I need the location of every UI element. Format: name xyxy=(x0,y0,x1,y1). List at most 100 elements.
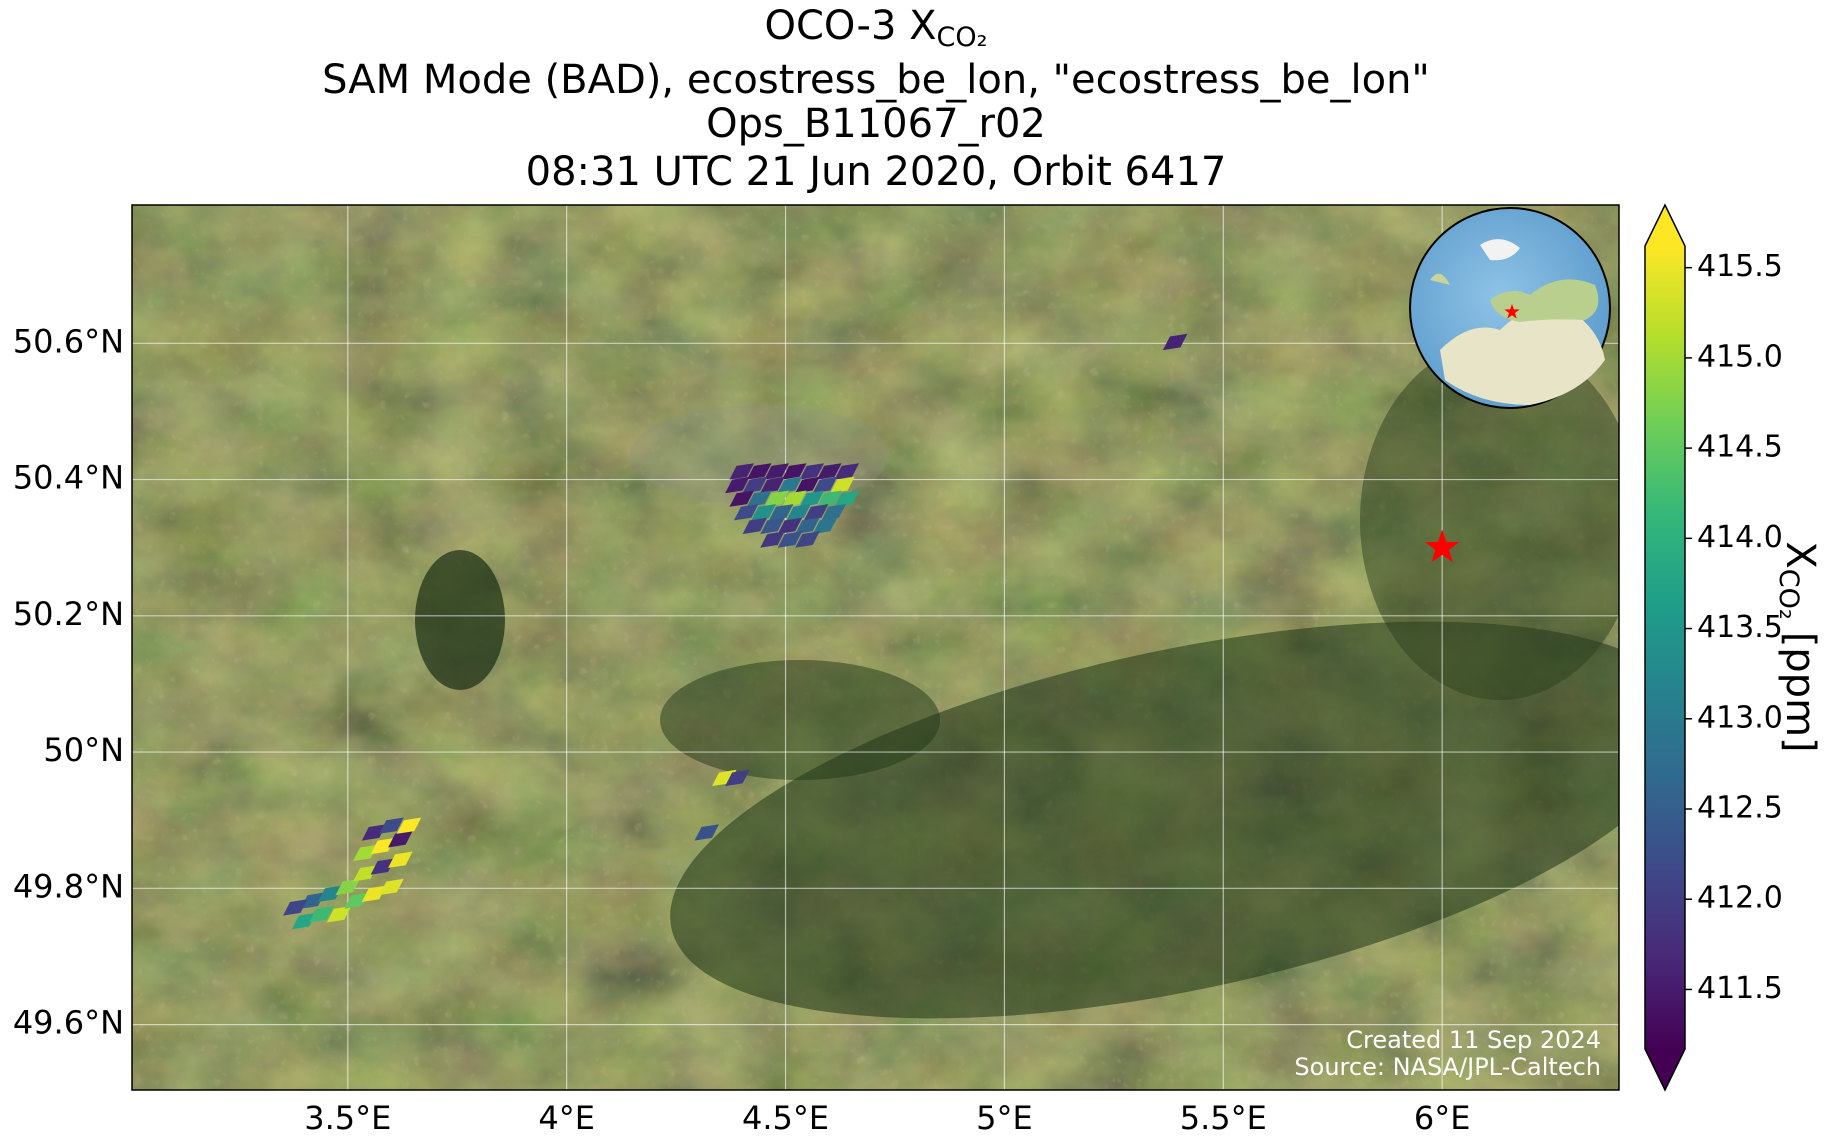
credit: Source: NASA/JPL-Caltech xyxy=(1294,1053,1601,1081)
sounding-cell xyxy=(712,769,737,787)
sounding-cell xyxy=(729,490,754,507)
sounding-cell xyxy=(725,476,750,494)
sounding-cell xyxy=(751,504,776,521)
colorbar-label-sub: CO₂ xyxy=(1774,569,1805,620)
sounding-cell xyxy=(795,517,820,535)
sounding-cell xyxy=(318,885,343,902)
sounding-cell xyxy=(353,844,378,862)
sounding-cell xyxy=(817,463,842,480)
sounding-cell xyxy=(760,476,785,494)
colorbar-label: XCO₂ [ppm] xyxy=(1774,541,1824,752)
colorbar-label-main: X xyxy=(1777,541,1823,568)
sounding-cell xyxy=(795,531,820,548)
sounding-cell xyxy=(799,463,825,480)
sounding-cell xyxy=(760,517,785,535)
sounding-cell xyxy=(777,531,803,548)
subtitle: Ops_B11067_r02 xyxy=(706,101,1046,147)
sounding-cell xyxy=(396,817,422,834)
sounding-cell xyxy=(747,463,772,480)
chart-title: OCO-3 XCO₂ xyxy=(765,3,988,53)
y-tick-label: 50.4°N xyxy=(13,459,124,497)
subtitle: 08:31 UTC 21 Jun 2020, Orbit 6417 xyxy=(526,149,1227,195)
sounding-cell xyxy=(760,531,785,548)
figure-text: OCO-3 XCO₂ SAM Mode (BAD), ecostress_be_… xyxy=(13,3,1823,1137)
map-frame xyxy=(131,204,1620,1091)
colorbar-tick-label: 412.5 xyxy=(1697,791,1783,826)
colorbar-extend-min xyxy=(1645,1049,1685,1090)
colorbar-label-unit: [ppm] xyxy=(1777,632,1823,753)
sounding-cell xyxy=(388,851,413,868)
sounding-cell xyxy=(361,824,387,841)
sounding-cell xyxy=(370,837,396,855)
sounding-cell xyxy=(291,912,317,930)
sounding-cell xyxy=(388,831,413,848)
x-tick-label: 4°E xyxy=(538,1099,595,1137)
title-sub: CO₂ xyxy=(937,22,988,53)
colorbar-body xyxy=(1645,246,1685,1049)
basemap xyxy=(132,205,1619,1090)
sounding-cell xyxy=(694,824,719,841)
x-tick-label: 3.5°E xyxy=(304,1099,391,1137)
sounding-cell xyxy=(812,476,838,494)
y-tick-label: 49.8°N xyxy=(13,867,124,905)
x-tick-label: 4.5°E xyxy=(742,1099,829,1137)
sounding-cell xyxy=(821,504,846,521)
sounding-cell xyxy=(812,517,838,535)
sounding-cell xyxy=(830,476,855,494)
globe-inset xyxy=(1409,207,1611,409)
sounding-cell xyxy=(768,504,794,521)
y-tick-label: 50.2°N xyxy=(13,595,124,633)
y-tick-label: 50.6°N xyxy=(13,322,124,360)
sounding-cell xyxy=(799,490,825,507)
sounding-cell xyxy=(326,906,352,923)
colorbar-tick-label: 415.0 xyxy=(1697,339,1783,374)
sounding-cell xyxy=(782,490,807,507)
sounding-cell xyxy=(747,490,772,507)
colorbar-tick-label: 413.5 xyxy=(1697,610,1783,645)
sounding-cell xyxy=(834,463,860,480)
colorbar-tick-label: 414.0 xyxy=(1697,520,1783,555)
colorbar-outline xyxy=(1644,203,1686,1092)
sounding-cell xyxy=(777,476,803,494)
sounding-cell xyxy=(764,463,789,480)
sounding-cell xyxy=(817,490,842,507)
x-tick-label: 5.5°E xyxy=(1180,1099,1267,1137)
soundings xyxy=(283,333,1188,930)
sounding-cell xyxy=(335,878,361,896)
sounding-cell xyxy=(834,490,860,507)
sounding-cell xyxy=(370,858,396,875)
sounding-cell xyxy=(353,865,378,882)
sounding-cell xyxy=(764,490,789,507)
y-tick-label: 49.6°N xyxy=(13,1004,124,1042)
subtitle: SAM Mode (BAD), ecostress_be_lon, "ecost… xyxy=(322,57,1430,103)
sounding-cell xyxy=(742,476,768,494)
sounding-cell xyxy=(777,517,803,535)
sounding-cell xyxy=(379,817,404,834)
title-main: OCO-3 X xyxy=(765,3,937,49)
sounding-cell xyxy=(742,517,768,535)
sounding-cell xyxy=(729,463,754,480)
sounding-cell xyxy=(795,476,820,494)
sounding-cell xyxy=(361,885,387,902)
target-star xyxy=(1425,529,1460,563)
sounding-cell xyxy=(725,769,750,787)
sounding-cell xyxy=(379,878,404,896)
sounding-cell xyxy=(300,892,325,909)
sounding-cell xyxy=(786,504,811,521)
y-tick-label: 50°N xyxy=(43,731,124,769)
x-tick-label: 6°E xyxy=(1414,1099,1471,1137)
sounding-cell xyxy=(782,463,807,480)
sounding-cell xyxy=(803,504,829,521)
x-tick-label: 5°E xyxy=(976,1099,1033,1137)
sounding-cell xyxy=(283,899,308,916)
sounding-cell xyxy=(344,892,369,909)
colorbar-tick-label: 413.0 xyxy=(1697,700,1783,735)
colorbar-tick-label: 412.0 xyxy=(1697,881,1783,916)
colorbar-extend-max xyxy=(1645,205,1685,246)
sounding-cell xyxy=(1162,333,1188,351)
colorbar-tick-label: 415.5 xyxy=(1697,249,1783,284)
colorbar-tick-label: 414.5 xyxy=(1697,430,1783,465)
credit: Created 11 Sep 2024 xyxy=(1346,1026,1601,1054)
colorbar: 411.5 412.0 412.5 413.0 413.5 414.0 414.5 415.0… xyxy=(1644,203,1783,1092)
globe-target xyxy=(1504,304,1520,319)
